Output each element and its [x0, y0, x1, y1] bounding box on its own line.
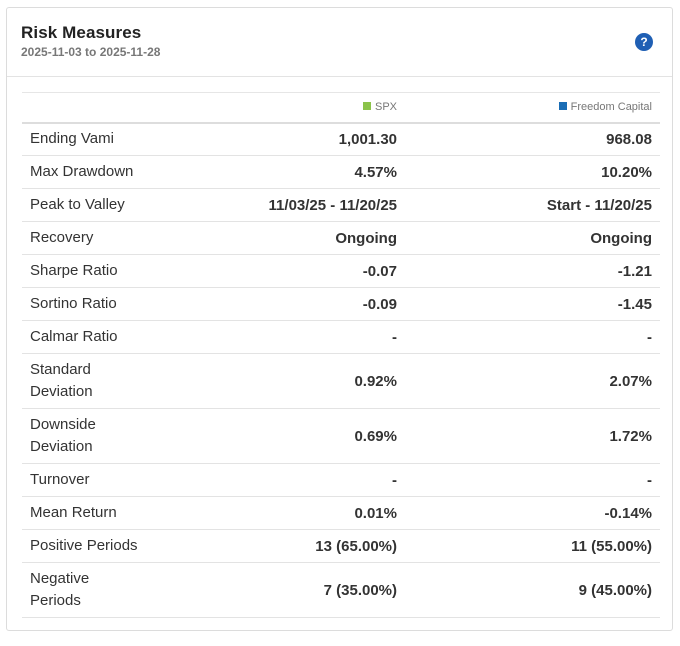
row-label-line-1: Negative	[30, 570, 90, 587]
row-label-line-1: Standard	[30, 361, 91, 378]
row-label: Peak to Valley	[30, 196, 125, 213]
row-label-line-1: Downside	[30, 416, 96, 433]
spx-value: Ongoing	[335, 229, 397, 247]
column-header-spx: SPX	[182, 93, 405, 123]
spx-value: -	[392, 471, 397, 489]
spx-value: 1,001.30	[338, 130, 397, 148]
freedom-capital-value: 9 (45.00%)	[578, 581, 652, 599]
spx-value: 4.57%	[354, 163, 397, 181]
spx-value: 7 (35.00%)	[323, 581, 397, 599]
freedom-capital-value: -	[647, 328, 652, 346]
spx-value: 13 (65.00%)	[315, 537, 397, 555]
table-row: Downside Deviation 0.69% 1.72%	[22, 409, 660, 464]
spx-value: -	[392, 328, 397, 346]
column-header-freedom-capital-label: Freedom Capital	[570, 101, 652, 114]
spx-value: -0.09	[362, 295, 397, 313]
spx-value: 0.01%	[354, 504, 397, 522]
row-label: Sortino Ratio	[30, 295, 117, 312]
row-label: Mean Return	[30, 504, 117, 521]
row-label: Standard Deviation	[22, 354, 182, 409]
row-label: Recovery	[30, 229, 94, 246]
spx-value: -0.07	[362, 262, 397, 280]
metric-column-header	[22, 93, 182, 123]
spx-value: 0.69%	[354, 427, 397, 445]
row-label-line-2: Deviation	[30, 383, 93, 400]
freedom-capital-value: Ongoing	[590, 229, 652, 247]
table-row: Positive Periods 13 (65.00%) 11 (55.00%)	[22, 530, 660, 563]
question-mark-icon[interactable]: ?	[635, 33, 653, 51]
table-row: Mean Return 0.01% -0.14%	[22, 497, 660, 530]
column-header-spx-label: SPX	[374, 101, 397, 114]
freedom-capital-value: 968.08	[606, 130, 652, 148]
table-row: Calmar Ratio - -	[22, 321, 660, 354]
table-row: Sortino Ratio -0.09 -1.45	[22, 288, 660, 321]
row-label-line-2: Periods	[30, 592, 81, 609]
row-label: Negative Periods	[22, 563, 182, 618]
card-title: Risk Measures	[21, 23, 142, 42]
freedom-capital-value: -	[647, 471, 652, 489]
risk-measures-table: SPX Freedom Capital Ending Vami 1,001.30…	[22, 92, 660, 618]
table-row: Peak to Valley 11/03/25 - 11/20/25 Start…	[22, 189, 660, 222]
column-header-freedom-capital: Freedom Capital	[405, 93, 660, 123]
table-row: Recovery Ongoing Ongoing	[22, 222, 660, 255]
freedom-capital-value: -1.45	[617, 295, 652, 313]
freedom-capital-value: 1.72%	[609, 427, 652, 445]
freedom-capital-value: 11 (55.00%)	[571, 537, 652, 555]
freedom-capital-value: 2.07%	[609, 372, 652, 390]
row-label: Sharpe Ratio	[30, 262, 118, 279]
freedom-capital-value: -1.21	[617, 262, 652, 280]
spx-value: 0.92%	[354, 372, 397, 390]
spx-legend-swatch	[362, 102, 371, 111]
table-row: Negative Periods 7 (35.00%) 9 (45.00%)	[22, 563, 660, 618]
row-label: Turnover	[30, 471, 90, 488]
card-header: Risk Measures 2025-11-03 to 2025-11-28 ?	[7, 8, 672, 77]
table-row: Standard Deviation 0.92% 2.07%	[22, 354, 660, 409]
row-label: Positive Periods	[30, 537, 138, 554]
row-label: Ending Vami	[30, 130, 114, 148]
freedom-capital-value: 10.20%	[601, 163, 652, 181]
row-label: Calmar Ratio	[30, 328, 118, 345]
table-row: Max Drawdown 4.57% 10.20%	[22, 156, 660, 189]
freedom-capital-value: -0.14%	[604, 504, 652, 522]
table-row: Ending Vami 1,001.30 968.08	[22, 123, 660, 156]
row-label: Max Drawdown	[30, 163, 134, 180]
freedom-capital-legend-swatch	[558, 102, 567, 111]
table-row: Turnover - -	[22, 464, 660, 497]
risk-measures-card: Risk Measures 2025-11-03 to 2025-11-28 ?…	[6, 7, 673, 631]
freedom-capital-value: Start - 11/20/25	[546, 196, 652, 214]
date-range: 2025-11-03 to 2025-11-28	[21, 45, 161, 59]
row-label: Downside Deviation	[22, 409, 182, 464]
table-header-row: SPX Freedom Capital	[22, 92, 660, 123]
table-row: Sharpe Ratio -0.07 -1.21	[22, 255, 660, 288]
spx-value: 11/03/25 - 11/20/25	[268, 196, 397, 214]
row-label-line-2: Deviation	[30, 438, 93, 455]
